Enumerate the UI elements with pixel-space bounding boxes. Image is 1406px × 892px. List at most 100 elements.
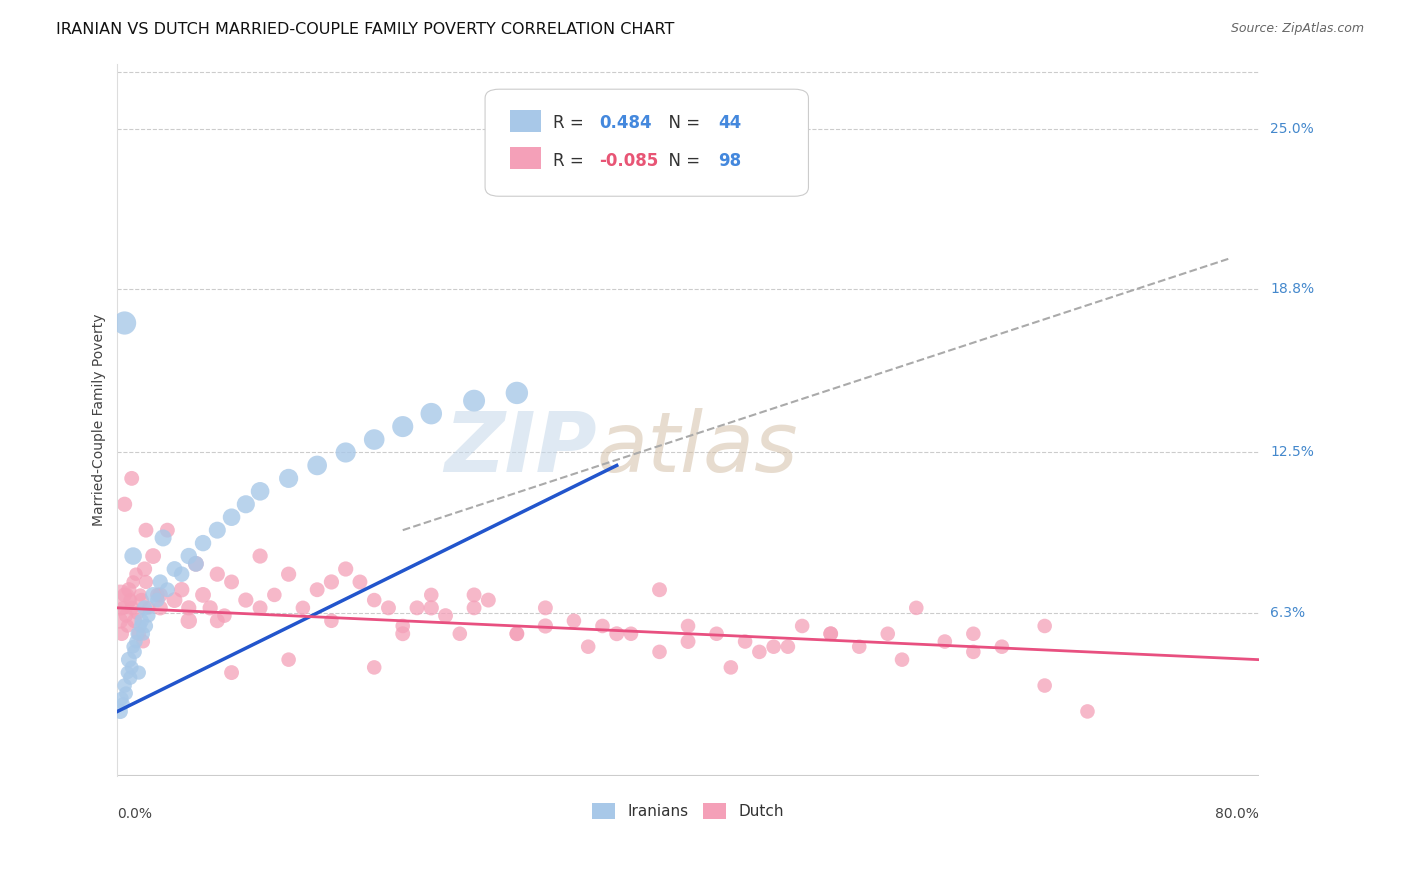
Point xyxy=(562,614,585,628)
Point xyxy=(207,523,229,537)
Point xyxy=(277,471,299,485)
Point xyxy=(676,619,699,633)
Point xyxy=(110,614,132,628)
Text: R =: R = xyxy=(553,152,589,169)
Point xyxy=(934,634,956,648)
Point xyxy=(177,614,200,628)
Point xyxy=(125,634,148,648)
Point xyxy=(463,393,485,408)
Text: 80.0%: 80.0% xyxy=(1215,807,1258,822)
Point xyxy=(125,567,148,582)
Point xyxy=(134,562,156,576)
Point xyxy=(606,626,628,640)
Point xyxy=(146,593,169,607)
Point xyxy=(1033,679,1056,693)
Point xyxy=(214,608,236,623)
Point xyxy=(120,593,142,607)
Text: ZIP: ZIP xyxy=(444,409,596,489)
Point xyxy=(207,614,229,628)
Point xyxy=(363,593,385,607)
Point xyxy=(876,626,898,640)
Point xyxy=(117,619,139,633)
Point xyxy=(506,626,529,640)
Point xyxy=(114,497,136,511)
Point xyxy=(191,588,214,602)
Point xyxy=(112,697,135,711)
Point xyxy=(463,600,485,615)
Point xyxy=(420,600,443,615)
Point xyxy=(891,653,914,667)
Point xyxy=(170,582,193,597)
Point xyxy=(1033,619,1056,633)
Point xyxy=(820,626,842,640)
Point xyxy=(676,634,699,648)
Point xyxy=(135,574,157,589)
Point xyxy=(128,665,150,680)
Point xyxy=(762,640,785,654)
Point xyxy=(163,562,186,576)
Point xyxy=(221,510,243,524)
Point xyxy=(112,600,135,615)
Point xyxy=(321,574,343,589)
Point xyxy=(138,608,160,623)
Point xyxy=(152,531,174,545)
Point xyxy=(235,593,257,607)
Point xyxy=(291,600,314,615)
Point xyxy=(124,645,146,659)
Point xyxy=(138,600,160,615)
Text: atlas: atlas xyxy=(596,409,799,489)
Point xyxy=(277,567,299,582)
Point xyxy=(142,549,165,563)
Point xyxy=(177,600,200,615)
Point xyxy=(991,640,1014,654)
Point xyxy=(235,497,257,511)
Point xyxy=(207,567,229,582)
Point xyxy=(434,608,457,623)
Point xyxy=(135,523,157,537)
Point xyxy=(477,593,499,607)
Point xyxy=(463,588,485,602)
Point xyxy=(149,574,172,589)
Point xyxy=(114,316,136,330)
Point xyxy=(277,653,299,667)
Text: 0.484: 0.484 xyxy=(599,114,651,132)
Point xyxy=(263,588,285,602)
Point xyxy=(114,679,136,693)
Point xyxy=(142,588,165,602)
Point xyxy=(420,588,443,602)
Point xyxy=(111,691,134,706)
Text: 44: 44 xyxy=(718,114,742,132)
Point xyxy=(1076,705,1098,719)
Point xyxy=(118,653,141,667)
Point xyxy=(776,640,799,654)
Text: 98: 98 xyxy=(718,152,741,169)
Point xyxy=(135,619,157,633)
Point xyxy=(121,600,143,615)
Point xyxy=(127,626,149,640)
Text: 18.8%: 18.8% xyxy=(1270,283,1315,296)
Point xyxy=(114,588,136,602)
Point xyxy=(131,614,153,628)
Point xyxy=(848,640,870,654)
Point xyxy=(221,574,243,589)
Point xyxy=(134,600,156,615)
Point xyxy=(117,665,139,680)
Point xyxy=(391,626,413,640)
Point xyxy=(131,593,153,607)
Point xyxy=(377,600,399,615)
Point xyxy=(249,600,271,615)
Point xyxy=(820,626,842,640)
Point xyxy=(905,600,928,615)
Point xyxy=(184,557,207,571)
Point xyxy=(648,582,671,597)
Text: Source: ZipAtlas.com: Source: ZipAtlas.com xyxy=(1230,22,1364,36)
Point xyxy=(132,626,155,640)
Point xyxy=(110,593,132,607)
Point xyxy=(391,619,413,633)
Point xyxy=(962,645,984,659)
Point xyxy=(534,619,557,633)
Point xyxy=(706,626,728,640)
Point xyxy=(221,665,243,680)
Point xyxy=(149,600,172,615)
Point xyxy=(170,567,193,582)
